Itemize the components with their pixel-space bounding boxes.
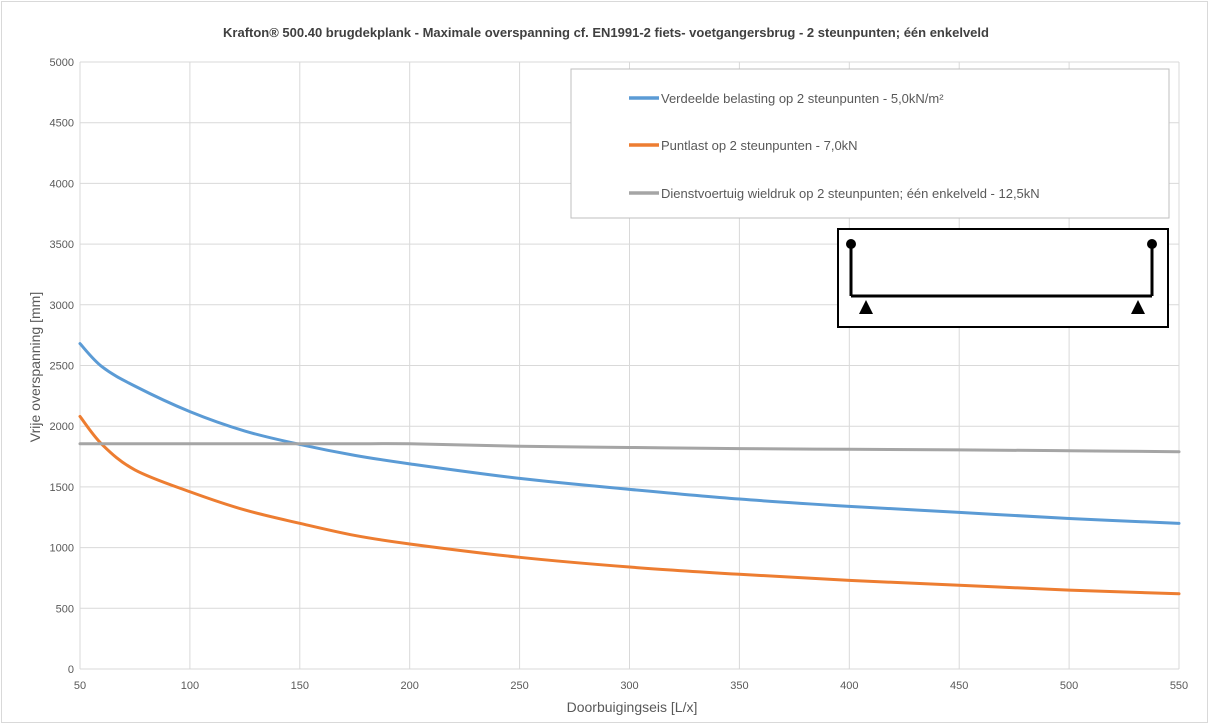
y-tick-label: 1500: [50, 482, 74, 494]
y-tick-label: 4500: [50, 118, 74, 130]
legend-label-2: Dienstvoertuig wieldruk op 2 steunpunten…: [661, 186, 1040, 201]
x-tick-label: 250: [510, 680, 528, 692]
y-tick-label: 3500: [50, 239, 74, 251]
y-tick-label: 4000: [50, 178, 74, 190]
grid: [79, 61, 1180, 670]
series-line-2: [78, 442, 1181, 454]
y-tick-label: 3000: [50, 300, 74, 312]
y-tick-label: 5000: [50, 57, 74, 69]
x-tick-label: 300: [620, 680, 638, 692]
series-line-0: [78, 342, 1181, 525]
y-tick-label: 0: [68, 664, 74, 676]
y-tick-label: 500: [56, 603, 74, 615]
series-lines: [78, 342, 1181, 596]
legend-label-0: Verdeelde belasting op 2 steunpunten - 5…: [661, 91, 944, 106]
series-line-1: [78, 414, 1181, 596]
x-tick-label: 400: [840, 680, 858, 692]
x-axis-label: Doorbuigingseis [L/x]: [567, 699, 698, 715]
x-tick-label: 450: [950, 680, 968, 692]
tick-labels: 0 500 1000 1500 2000 2500 3000 3500 4000 4500 5000…: [50, 57, 1189, 692]
x-tick-label: 500: [1060, 680, 1078, 692]
x-tick-label: 100: [181, 680, 199, 692]
x-tick-label: 350: [730, 680, 748, 692]
y-tick-label: 1000: [50, 543, 74, 555]
x-tick-label: 200: [401, 680, 419, 692]
legend-label-1: Puntlast op 2 steunpunten - 7,0kN: [661, 138, 858, 153]
chart-title: Krafton® 500.40 brugdekplank - Maximale …: [223, 25, 989, 40]
x-tick-label: 150: [291, 680, 309, 692]
y-tick-label: 2500: [50, 361, 74, 373]
legend-box: [570, 68, 1170, 219]
y-axis-label: Vrije overspanning [mm]: [27, 292, 43, 442]
x-tick-label: 550: [1170, 680, 1188, 692]
legend: Verdeelde belasting op 2 steunpunten - 5…: [570, 68, 1170, 219]
simply-supported-beam-icon: [837, 228, 1169, 328]
y-tick-label: 2000: [50, 421, 74, 433]
x-tick-label: 50: [74, 680, 86, 692]
